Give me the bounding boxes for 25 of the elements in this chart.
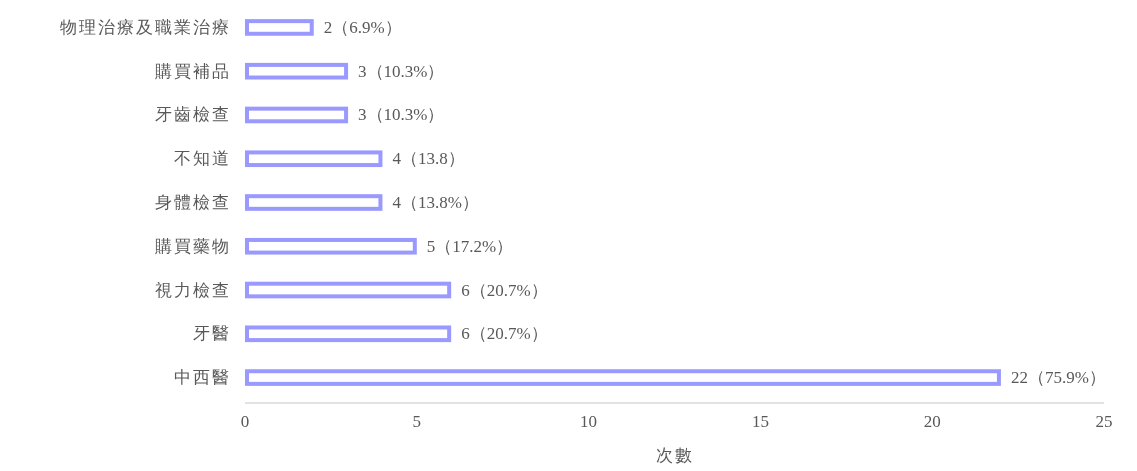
y-tick-label: 不知道 bbox=[174, 149, 231, 169]
x-axis-title: 次數 bbox=[655, 446, 694, 465]
data-label: 4（13.8%） bbox=[392, 193, 479, 212]
data-label: 3（10.3%） bbox=[358, 105, 445, 125]
x-tick-label: 5 bbox=[412, 412, 422, 431]
y-tick-label: 身體檢查 bbox=[155, 193, 231, 212]
y-tick-label: 購買補品 bbox=[155, 61, 231, 81]
y-tick-label: 牙齒檢查 bbox=[155, 105, 231, 125]
data-label: 3（10.3%） bbox=[358, 61, 445, 81]
y-tick-label: 中西醫 bbox=[174, 368, 231, 388]
y-tick-label: 物理治療及職業治療 bbox=[60, 17, 231, 37]
x-tick-label: 25 bbox=[1095, 412, 1113, 431]
data-label: 6（20.7%） bbox=[461, 280, 548, 300]
data-label: 4（13.8） bbox=[392, 149, 465, 169]
x-tick-label: 10 bbox=[580, 412, 598, 431]
y-tick-label: 視力檢查 bbox=[155, 280, 231, 300]
data-label: 5（17.2%） bbox=[426, 236, 514, 256]
data-label: 6（20.7%） bbox=[461, 324, 548, 344]
data-label: 22（75.9%） bbox=[1010, 368, 1106, 388]
y-tick-label: 購買藥物 bbox=[155, 236, 231, 256]
x-tick-label: 15 bbox=[751, 412, 769, 431]
data-label: 2（6.9%） bbox=[323, 17, 402, 37]
y-tick-label: 牙醫 bbox=[193, 324, 231, 344]
x-tick-label: 20 bbox=[923, 412, 941, 431]
x-tick-label: 0 bbox=[240, 412, 250, 431]
